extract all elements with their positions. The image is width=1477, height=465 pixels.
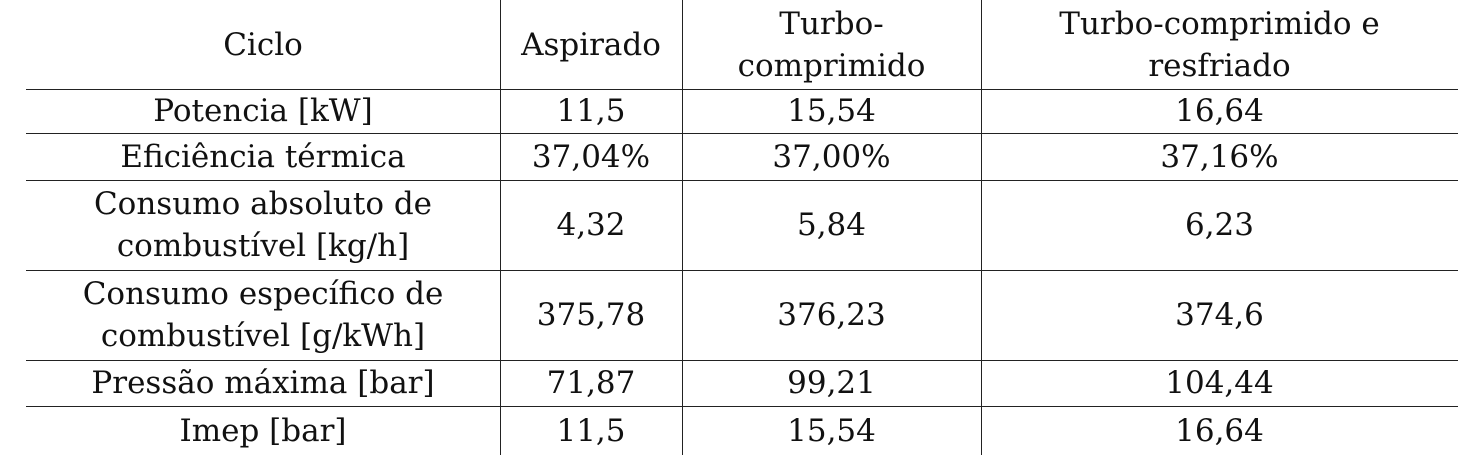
cell-value: 99,21 xyxy=(787,365,876,401)
column-rule xyxy=(500,0,501,455)
cell-value: 376,23 xyxy=(777,297,886,333)
header-turbo: Turbo- comprimido xyxy=(737,5,926,84)
header-aspirated: Aspirado xyxy=(521,26,661,63)
cell-value: 71,87 xyxy=(546,365,636,401)
row-rule xyxy=(26,360,1458,361)
cell-value: 374,6 xyxy=(1175,297,1264,333)
cell-value: 37,04% xyxy=(531,138,651,175)
row-label: Eficiência térmica xyxy=(120,138,406,175)
row-label: Consumo específico de combustível [g/kWh… xyxy=(82,276,444,354)
cell-value: 37,16% xyxy=(1160,138,1279,175)
cell-value: 104,44 xyxy=(1165,365,1274,401)
header-cycle: Ciclo xyxy=(223,26,303,63)
column-rule xyxy=(981,0,982,455)
row-label: Imep [bar] xyxy=(179,412,347,449)
cell-value: 15,54 xyxy=(787,412,876,449)
row-label: Pressão máxima [bar] xyxy=(91,365,435,401)
row-label: Consumo absoluto de combustível [kg/h] xyxy=(93,186,433,264)
column-rule xyxy=(682,0,683,455)
cell-value: 16,64 xyxy=(1175,412,1264,449)
header-turbo-cooled: Turbo-comprimido e resfriado xyxy=(1059,5,1380,84)
row-rule xyxy=(26,270,1458,271)
cell-value: 375,78 xyxy=(536,297,646,333)
header-rule xyxy=(26,89,1458,90)
row-rule xyxy=(26,406,1458,407)
cell-value: 11,5 xyxy=(556,412,626,449)
cell-value: 4,32 xyxy=(556,207,626,243)
row-label: Potencia [kW] xyxy=(153,93,373,129)
cell-value: 6,23 xyxy=(1184,207,1255,243)
cell-value: 15,54 xyxy=(787,93,876,129)
row-rule xyxy=(26,133,1458,134)
cell-value: 5,84 xyxy=(796,207,867,243)
results-table: Ciclo Aspirado Turbo- comprimido Turbo-c… xyxy=(26,0,1458,455)
cell-value: 16,64 xyxy=(1175,93,1264,129)
row-rule xyxy=(26,180,1458,181)
cell-value: 37,00% xyxy=(772,138,891,175)
cell-value: 11,5 xyxy=(556,93,626,129)
